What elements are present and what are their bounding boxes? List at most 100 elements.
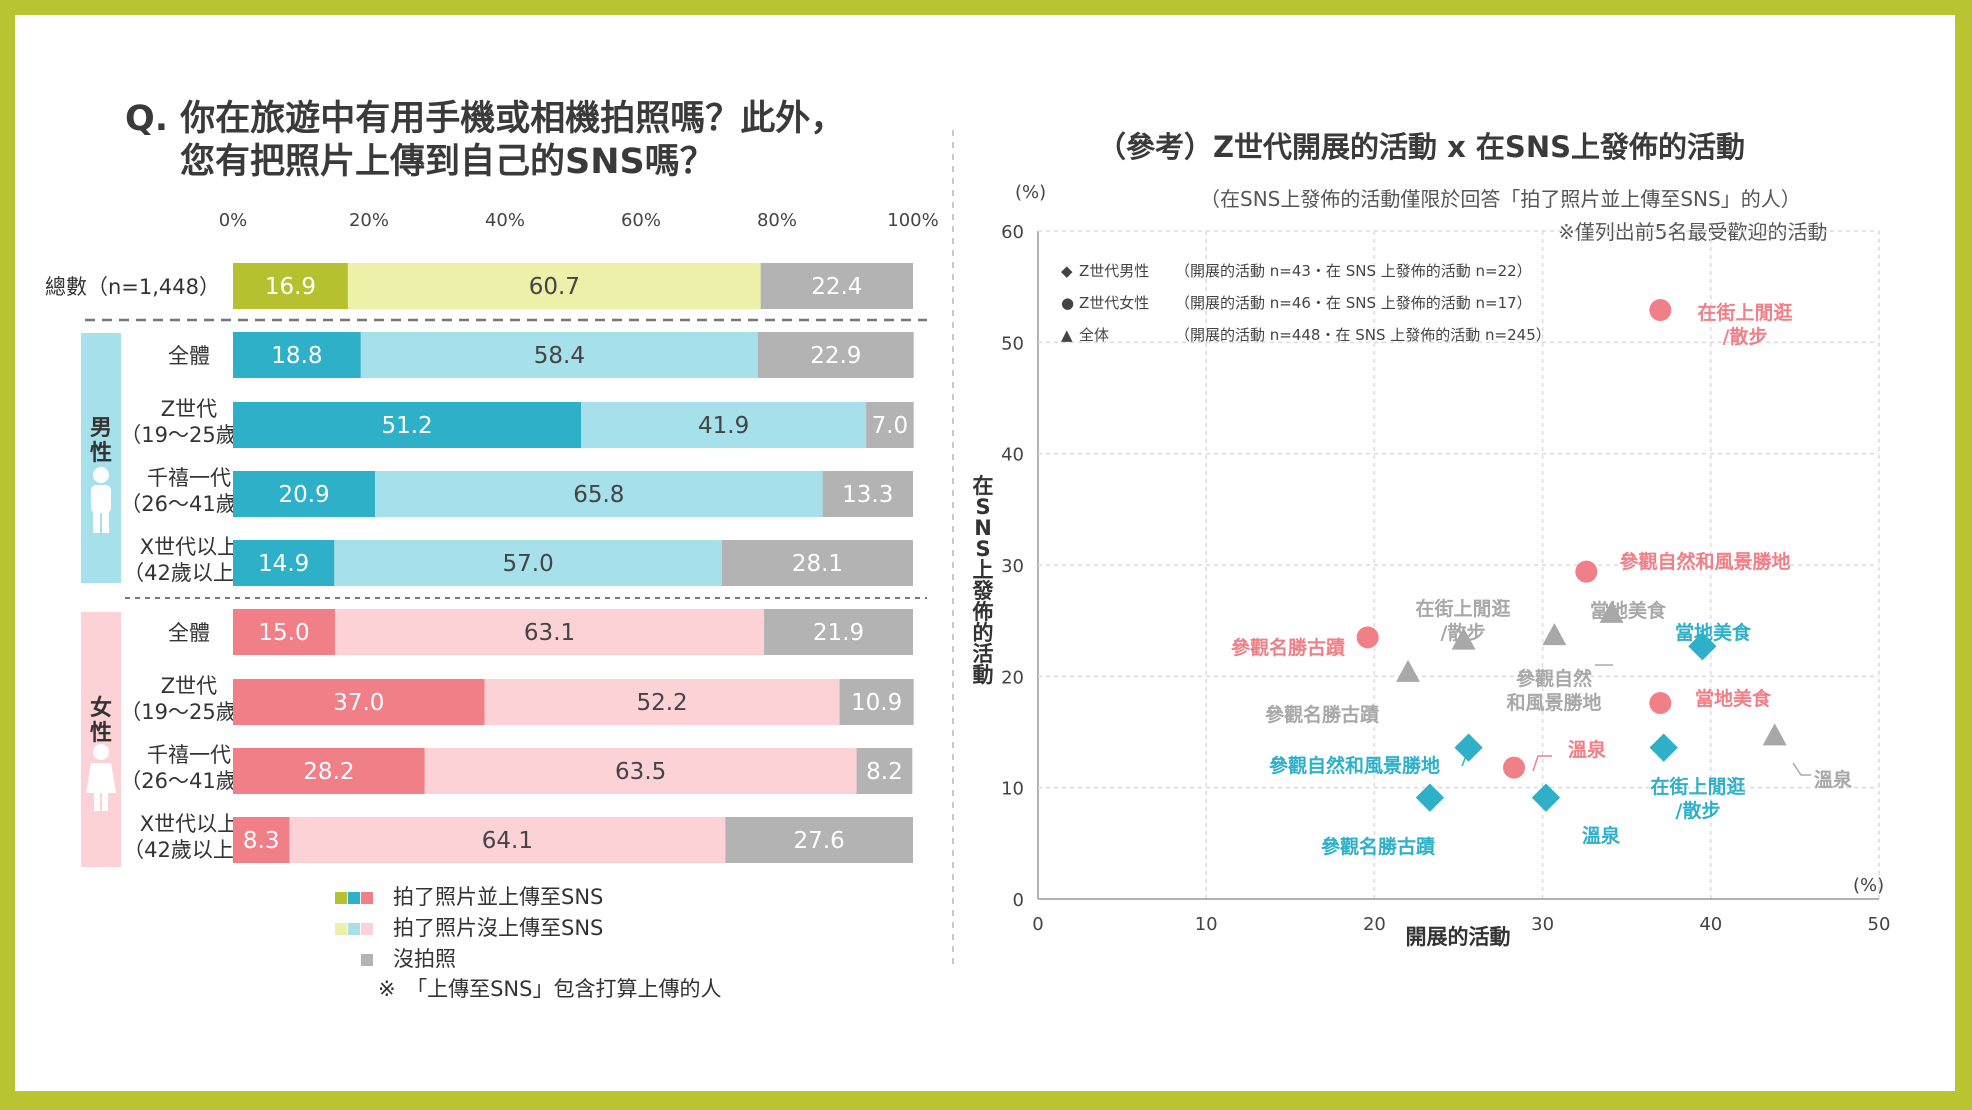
- bar-value-label: 64.1: [482, 828, 533, 854]
- bar-segment: [347, 263, 761, 309]
- bar-segment: [760, 263, 913, 309]
- bar-value-label: 18.8: [271, 343, 322, 369]
- legend-label: 拍了照片沒上傳至SNS: [393, 916, 603, 940]
- x-tick-label: 0: [1032, 914, 1043, 935]
- legend-swatch: [348, 923, 360, 935]
- bar-value-label: 52.2: [636, 690, 687, 716]
- bar-segment: [757, 332, 914, 378]
- bar-segment: [233, 817, 290, 863]
- bar-row: 總數（n=1,448） 16.9 60.7 22.4: [45, 263, 913, 309]
- scatter-point-triangle: [1542, 623, 1567, 646]
- y-tick-label: 30: [1001, 556, 1024, 577]
- scatter-axis-labels: 開展的活動 在 S N S 上發佈的活動: [972, 474, 1511, 949]
- bar-value-label: 16.9: [265, 274, 316, 300]
- female-group-band: [81, 612, 121, 867]
- slide-canvas: Q. 你在旅遊中有用手機或相機拍照嗎？此外， 您有把照片上傳到自己的SNS嗎？ …: [45, 99, 1890, 1001]
- bar-segment: [233, 471, 376, 517]
- male-group-label: 男性: [90, 416, 112, 466]
- bar-row-label: 全體: [168, 344, 210, 368]
- bar-segment: [334, 540, 722, 586]
- right-note: ※僅列出前5名最受歡迎的活動: [1558, 220, 1827, 244]
- y-tick-label: 0: [1013, 890, 1024, 911]
- left-note: ※ 「上傳至SNS」包含打算上傳的人: [378, 977, 721, 1001]
- bar-value-label: 15.0: [258, 620, 309, 646]
- scatter-point-diamond: [1415, 783, 1445, 812]
- bar-value-label: 37.0: [333, 690, 384, 716]
- bar-value-label: 60.7: [529, 274, 580, 300]
- bar-value-label: 22.4: [811, 274, 862, 300]
- scatter-point-triangle: [1451, 627, 1476, 650]
- bar-segment: [289, 817, 726, 863]
- bar-value-label: 63.5: [615, 759, 666, 785]
- bar-row: 全體 15.0 63.1 21.9: [168, 609, 913, 655]
- bar-segment: [233, 402, 582, 448]
- bar-x-tick: 20%: [349, 210, 389, 231]
- scatter-legend-marker: ●: [1061, 294, 1074, 312]
- bar-row: 千禧一代（26～41歲） 20.9 65.8 13.3: [120, 466, 913, 517]
- scatter-legend-label: 全体: [1079, 326, 1109, 344]
- bar-value-label: 13.3: [842, 482, 893, 508]
- legend-swatch: [361, 892, 373, 904]
- bar-x-tick: 0%: [219, 210, 248, 231]
- bar-value-label: 8.2: [866, 759, 903, 785]
- x-tick-label: 40: [1699, 914, 1722, 935]
- bar-row: Z世代（19～25歲） 37.0 52.2 10.9: [120, 674, 914, 725]
- bar-segment: [856, 748, 913, 794]
- scatter-ticks: 0 10 20 30 40 50 0 10 20 30 40 50 60: [1001, 222, 1890, 935]
- scatter-point-label: 溫泉: [1568, 738, 1607, 761]
- scatter-point-label: 參觀名勝古蹟: [1265, 703, 1379, 726]
- scatter-point-diamond: [1688, 632, 1717, 661]
- scatter-legend-label: Z世代男性: [1079, 262, 1149, 280]
- scatter-legend-marker: ▲: [1061, 326, 1073, 344]
- scatter-point-diamond: [1454, 733, 1483, 762]
- bar-value-label: 51.2: [381, 413, 432, 439]
- bar-value-label: 10.9: [851, 690, 902, 716]
- bar-segment: [233, 609, 335, 655]
- leader-line: [1532, 755, 1552, 772]
- bar-segment: [725, 817, 913, 863]
- bar-value-label: 63.1: [524, 620, 575, 646]
- scatter-point-label: 當地美食: [1695, 687, 1772, 710]
- scatter-legend-detail: （開展的活動 n=448・在 SNS 上發佈的活動 n=245）: [1175, 326, 1551, 344]
- scatter-point-label: 參觀名勝古蹟: [1231, 636, 1345, 659]
- bar-rows: 總數（n=1,448） 16.9 60.7 22.4全體 18.8 58.4 22.9Z世代…: [45, 263, 914, 863]
- x-tick-label: 50: [1868, 914, 1891, 935]
- bar-legend: 拍了照片並上傳至SNS 拍了照片沒上傳至SNS 沒拍照: [335, 885, 603, 971]
- scatter-point-circle: [1649, 692, 1672, 715]
- x-axis-title: 開展的活動: [1406, 925, 1511, 949]
- bar-segment: [866, 402, 914, 448]
- bar-value-label: 7.0: [872, 413, 909, 439]
- male-person-icon: [91, 467, 111, 533]
- scatter-legend: ◆ Z世代男性 （開展的活動 n=43・在 SNS 上發佈的活動 n=22） ● Z世代…: [1061, 262, 1551, 344]
- bar-value-label: 22.9: [810, 343, 861, 369]
- bar-x-axis-ticks: 0% 20% 40% 60% 80% 100%: [219, 210, 939, 231]
- scatter-point-triangle: [1599, 600, 1624, 623]
- bar-row: X世代以上（42歲以上） 14.9 57.0 28.1: [123, 535, 913, 586]
- bar-row-label: X世代以上（42歲以上）: [123, 535, 255, 585]
- scatter-point-circle: [1356, 626, 1379, 649]
- y-axis-title: 在 S N S 上發佈的活動: [972, 474, 994, 687]
- scatter-point-triangle: [1396, 659, 1421, 682]
- scatter-point-label: 在街上閒逛/散步: [1697, 301, 1792, 348]
- bar-row: 全體 18.8 58.4 22.9: [168, 332, 914, 378]
- scatter-legend-label: Z世代女性: [1079, 294, 1149, 312]
- scatter-point-circle: [1575, 560, 1598, 583]
- scatter-legend-marker: ◆: [1061, 262, 1073, 280]
- scatter-points: 當地美食在街上閒逛/散步參觀自然和風景勝地溫泉參觀名勝古蹟在街上閒逛/散步參觀自…: [1231, 299, 1853, 858]
- scatter-point-diamond: [1649, 733, 1678, 762]
- bar-segment: [424, 748, 857, 794]
- female-person-icon: [86, 744, 116, 811]
- scatter-point-label: 溫泉: [1582, 824, 1621, 847]
- bar-segment: [233, 263, 348, 309]
- left-title-line2: 您有把照片上傳到自己的SNS嗎？: [180, 142, 715, 182]
- bar-value-label: 21.9: [813, 620, 864, 646]
- bar-row: Z世代（19～25歲） 51.2 41.9 7.0: [120, 397, 914, 448]
- scatter-point-label: 參觀自然和風景勝地: [1619, 550, 1790, 573]
- scatter-point-label: 當地美食: [1675, 621, 1752, 644]
- y-tick-label: 50: [1001, 333, 1024, 354]
- bar-row-label: X世代以上（42歲以上）: [123, 812, 255, 862]
- scatter-point-circle: [1503, 756, 1526, 779]
- bar-segment: [581, 402, 867, 448]
- leader-line: [1792, 762, 1811, 776]
